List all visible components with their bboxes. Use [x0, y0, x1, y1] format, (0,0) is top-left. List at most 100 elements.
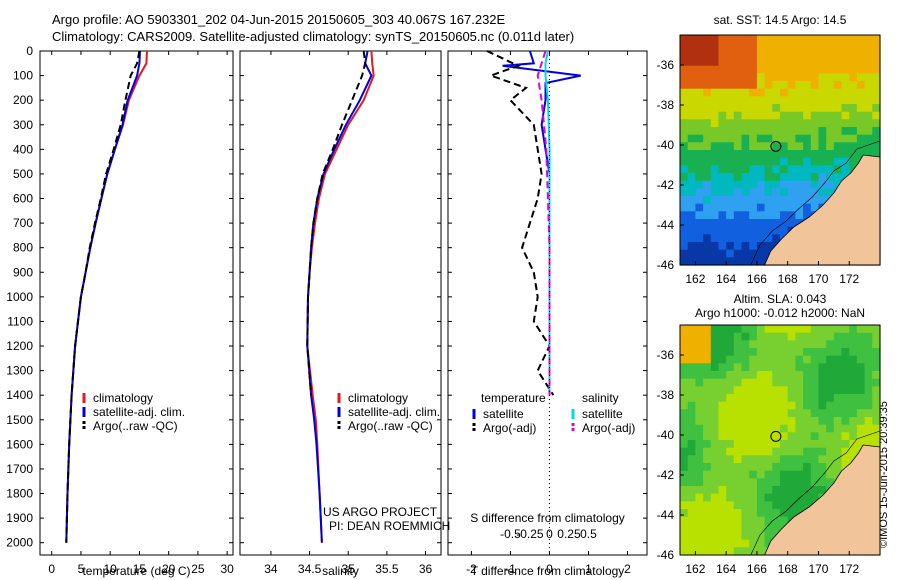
y-tick-label: 200 [13, 93, 33, 107]
map-cell [687, 65, 696, 74]
map-cell [826, 340, 835, 349]
map-cell [733, 486, 743, 495]
map-cell [710, 447, 720, 456]
map-cell [826, 432, 835, 441]
map-cell [687, 363, 696, 372]
map-cell [787, 424, 796, 433]
map-cell [803, 211, 812, 220]
map-cell [872, 50, 881, 59]
map-cell [803, 203, 812, 212]
map-cell [733, 524, 743, 533]
map-cell [710, 340, 720, 349]
map-cell [856, 35, 866, 44]
map-cell [810, 65, 820, 74]
map-cell [764, 424, 773, 433]
map-cell [810, 401, 820, 410]
map-cell [749, 332, 758, 341]
map-cell [718, 386, 727, 395]
map-cell [756, 134, 766, 143]
map-cell [810, 111, 820, 120]
map-cell [718, 401, 727, 410]
map-cell [710, 417, 720, 426]
map-cell [849, 348, 858, 357]
map-cell [795, 348, 804, 357]
map-cell [872, 134, 881, 143]
map-cell [680, 493, 689, 502]
map-cell [810, 165, 820, 174]
map-cell [772, 180, 781, 189]
map-cell [733, 150, 743, 159]
map-cell [780, 196, 789, 205]
map-cell [726, 242, 735, 251]
map-cell [795, 447, 804, 456]
map-cell [872, 73, 881, 82]
map-cell [787, 150, 796, 159]
map-cell [718, 486, 727, 495]
map-cell [795, 165, 804, 174]
map-cell [849, 157, 858, 166]
map-cell [718, 378, 727, 387]
map-cell [680, 257, 689, 266]
map-cell [733, 65, 743, 74]
map-cell [703, 142, 712, 151]
map-cell [687, 104, 696, 113]
map-cell [795, 119, 804, 128]
map-cell [856, 424, 866, 433]
map-cell [803, 127, 812, 136]
map-y-tick-label: -42 [657, 178, 675, 192]
map-cell [749, 363, 758, 372]
map-cell [764, 219, 773, 228]
map-cell [710, 127, 720, 136]
legend-label: climatology [348, 391, 408, 405]
map-cell [772, 188, 781, 197]
map-cell [803, 486, 812, 495]
map-cell [749, 249, 758, 258]
map-cell [764, 524, 773, 533]
map-cell [680, 516, 689, 525]
map-cell [680, 58, 689, 67]
map-cell [772, 340, 781, 349]
map-cell [695, 447, 704, 456]
map-cell [749, 501, 758, 510]
map-cell [687, 539, 696, 548]
map-cell [733, 386, 743, 395]
map-cell [703, 463, 712, 472]
map-cell [749, 447, 758, 456]
map-cell [718, 234, 727, 243]
map-cell [833, 470, 843, 479]
map-x-tick-label: 172 [839, 272, 859, 286]
map-cell [680, 524, 689, 533]
map-cell [687, 81, 696, 90]
map-cell [826, 142, 835, 151]
map-cell [803, 104, 812, 113]
map-cell [849, 65, 858, 74]
map-cell [680, 340, 689, 349]
legend-label: satellite-adj. clim. [93, 405, 185, 419]
map-cell [710, 424, 720, 433]
map-cell [756, 470, 766, 479]
map-cell [841, 58, 850, 67]
map-cell [749, 157, 758, 166]
map-frame-1 [679, 34, 881, 266]
map-cell [756, 501, 766, 510]
series-line-climatology [306, 50, 375, 543]
map-x-tick-label: 164 [716, 562, 736, 576]
map-cell [833, 65, 843, 74]
s-tick-label: -0.25 [516, 527, 544, 541]
map-cell [687, 501, 696, 510]
map-cell [841, 386, 850, 395]
map-cell [826, 478, 835, 487]
map-cell [795, 401, 804, 410]
bathymetry-contour [750, 140, 881, 266]
map-cell [841, 104, 850, 113]
map-cell [856, 96, 866, 105]
map-cell [710, 524, 720, 533]
map-y-tick-label: -44 [657, 508, 675, 522]
map-cell [787, 81, 796, 90]
map-cell [687, 371, 696, 380]
map-cell [703, 447, 712, 456]
map-cell [841, 50, 850, 59]
map-cell [733, 516, 743, 525]
map-cell [856, 150, 866, 159]
map-cell [818, 447, 827, 456]
